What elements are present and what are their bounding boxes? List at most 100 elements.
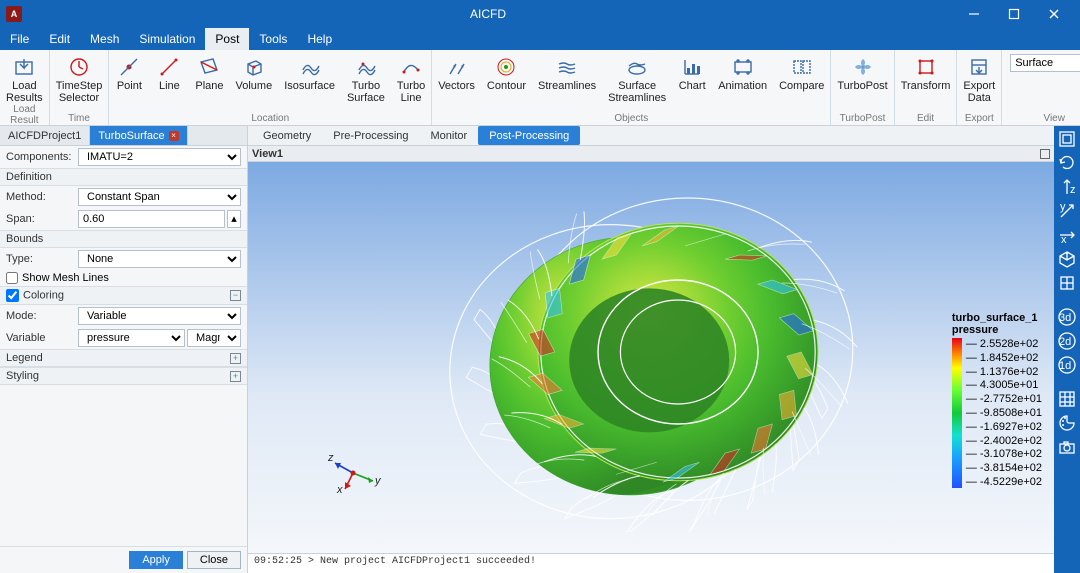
view-palette-button[interactable] <box>1056 412 1078 434</box>
ribbon: Load ResultsLoad ResultTimeStep Selector… <box>0 50 1080 126</box>
view-axis-z-button[interactable]: z <box>1056 176 1078 198</box>
bounds-header[interactable]: Bounds <box>0 230 247 248</box>
menu-mesh[interactable]: Mesh <box>80 28 129 50</box>
volume-button[interactable]: Volume <box>230 50 279 92</box>
legend-tick: -2.4002e+02 <box>966 435 1042 447</box>
definition-header[interactable]: Definition <box>0 168 247 186</box>
main-tab-post-processing[interactable]: Post-Processing <box>478 126 580 145</box>
turbo-surface-icon <box>355 56 377 78</box>
close-tab-icon[interactable]: × <box>169 131 179 141</box>
timestep-selector-button[interactable]: TimeStep Selector <box>50 50 109 104</box>
view-refresh-button[interactable] <box>1056 152 1078 174</box>
menu-simulation[interactable]: Simulation <box>129 28 205 50</box>
apply-button[interactable]: Apply <box>129 551 183 569</box>
legend-tick: -2.7752e+01 <box>966 393 1042 405</box>
menu-help[interactable]: Help <box>297 28 342 50</box>
turbopost-button[interactable]: TurboPost <box>831 50 893 92</box>
span-stepper[interactable]: ▴ <box>227 210 241 228</box>
legend-tick: 4.3005e+01 <box>966 379 1042 391</box>
view-camera-button[interactable] <box>1056 436 1078 458</box>
components-label: Components: <box>6 151 74 163</box>
viewport-3d[interactable]: turbo_surface_1 pressure 2.5528e+021.845… <box>248 162 1054 553</box>
line-button[interactable]: Line <box>149 50 189 92</box>
turbopost-icon <box>852 56 874 78</box>
panel-tab-aicfdproject1[interactable]: AICFDProject1 <box>0 126 90 145</box>
menu-file[interactable]: File <box>0 28 39 50</box>
main-tab-monitor[interactable]: Monitor <box>420 126 479 145</box>
method-select[interactable]: Constant Span <box>78 188 241 206</box>
view-iso-view-button[interactable] <box>1056 248 1078 270</box>
isosurface-button[interactable]: Isosurface <box>278 50 341 92</box>
span-label: Span: <box>6 213 74 225</box>
right-toolbar: zyx 3d2d1d <box>1054 126 1080 573</box>
view-axis-x-button[interactable]: x <box>1056 224 1078 246</box>
panel-body: Components: IMATU=2 Definition Method: C… <box>0 146 247 546</box>
turbo-surface-button[interactable]: Turbo Surface <box>341 50 391 104</box>
turbo-line-icon <box>400 56 422 78</box>
surface-streamlines-icon <box>626 56 648 78</box>
chart-button[interactable]: Chart <box>672 50 712 92</box>
legend-header[interactable]: Legend + <box>0 349 247 367</box>
color-legend: turbo_surface_1 pressure 2.5528e+021.845… <box>952 312 1042 488</box>
close-button[interactable] <box>1034 0 1074 28</box>
legend-expand-icon[interactable]: + <box>230 353 241 364</box>
legend-tick: -9.8508e+01 <box>966 407 1042 419</box>
legend-title: turbo_surface_1 pressure <box>952 312 1042 336</box>
contour-icon <box>495 56 517 78</box>
svg-text:x: x <box>336 484 343 493</box>
animation-button[interactable]: Animation <box>712 50 773 92</box>
legend-tick: -3.8154e+02 <box>966 462 1042 474</box>
svg-text:z: z <box>1070 184 1076 196</box>
chart-icon <box>681 56 703 78</box>
view-frame-button[interactable] <box>1056 128 1078 150</box>
surface-streamlines-button[interactable]: Surface Streamlines <box>602 50 672 104</box>
mode-select[interactable]: Variable <box>78 307 241 325</box>
view-maximize-icon[interactable] <box>1040 149 1050 159</box>
view-tag-2d-button[interactable]: 2d <box>1056 330 1078 352</box>
main-tab-pre-processing[interactable]: Pre-Processing <box>322 126 419 145</box>
coloring-checkbox[interactable] <box>6 289 19 302</box>
point-button[interactable]: Point <box>109 50 149 92</box>
load-results-button[interactable]: Load Results <box>0 50 49 104</box>
coloring-collapse-icon[interactable]: − <box>230 290 241 301</box>
menu-edit[interactable]: Edit <box>39 28 80 50</box>
variable-label: Variable <box>6 332 74 344</box>
export-data-button[interactable]: Export Data <box>957 50 1001 104</box>
transform-button[interactable]: Transform <box>895 50 957 92</box>
view-grid-button[interactable] <box>1056 388 1078 410</box>
view-tag-3d-button[interactable]: 3d <box>1056 306 1078 328</box>
styling-header[interactable]: Styling + <box>0 367 247 385</box>
styling-expand-icon[interactable]: + <box>230 371 241 382</box>
main-tab-geometry[interactable]: Geometry <box>252 126 322 145</box>
components-select[interactable]: IMATU=2 <box>78 148 241 166</box>
type-select[interactable]: None <box>78 250 241 268</box>
turbo-line-button[interactable]: Turbo Line <box>391 50 431 104</box>
close-panel-button[interactable]: Close <box>187 551 241 569</box>
volume-icon <box>243 56 265 78</box>
legend-tick: 1.8452e+02 <box>966 352 1042 364</box>
view-header: View1 <box>248 146 1054 162</box>
variable-mag-select[interactable]: Magnitu <box>187 329 241 347</box>
coloring-header[interactable]: Coloring − <box>0 286 247 305</box>
menu-post[interactable]: Post <box>205 28 249 50</box>
streamlines-button[interactable]: Streamlines <box>532 50 602 92</box>
view-mode-select[interactable]: Surface <box>1010 54 1080 72</box>
minimize-button[interactable] <box>954 0 994 28</box>
menu-tools[interactable]: Tools <box>249 28 297 50</box>
console: 09:52:25 > New project AICFDProject1 suc… <box>248 553 1054 573</box>
legend-tick: -3.1078e+02 <box>966 448 1042 460</box>
view-tag-1d-button[interactable]: 1d <box>1056 354 1078 376</box>
plane-button[interactable]: Plane <box>189 50 229 92</box>
span-input[interactable] <box>78 210 225 228</box>
panel-tab-turbosurface[interactable]: TurboSurface× <box>90 126 187 145</box>
maximize-button[interactable] <box>994 0 1034 28</box>
svg-text:y: y <box>374 475 382 487</box>
compare-button[interactable]: Compare <box>773 50 830 92</box>
contour-button[interactable]: Contour <box>481 50 532 92</box>
svg-text:z: z <box>327 452 334 464</box>
show-mesh-checkbox[interactable] <box>6 272 18 284</box>
variable-select[interactable]: pressure <box>78 329 185 347</box>
view-axis-y-button[interactable]: y <box>1056 200 1078 222</box>
view-ortho-button[interactable] <box>1056 272 1078 294</box>
vectors-button[interactable]: Vectors <box>432 50 481 92</box>
